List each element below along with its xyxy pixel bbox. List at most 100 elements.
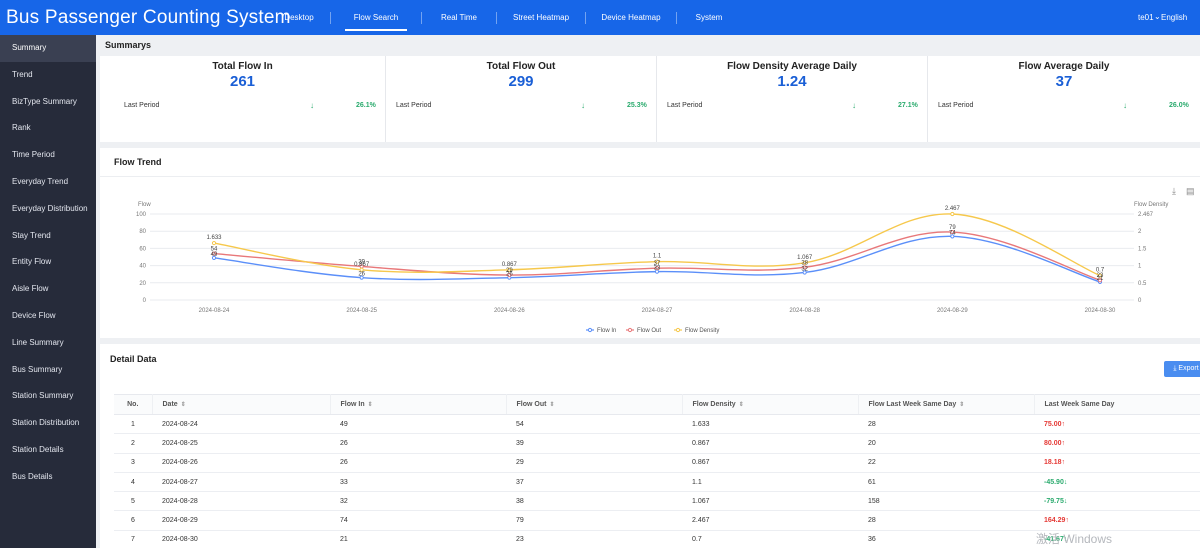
user-menu[interactable]: te01 [1138, 13, 1154, 22]
stat-card-total-flow-out: Total Flow Out 299 Last Period ↓ 25.3% [386, 56, 657, 142]
stat-change: 26.1% [356, 102, 376, 109]
data-label-flow-out: 54 [211, 247, 218, 253]
cell-flow-last-week: 158 [858, 491, 1034, 512]
sidebar-item-entity-flow[interactable]: Entity Flow [12, 257, 52, 267]
sidebar-item-biztype-summary[interactable]: BizType Summary [12, 96, 77, 106]
cell-flow-in: 33 [330, 472, 506, 493]
change-value: 75.00 [1044, 420, 1062, 428]
detail-table: No. Date ⇕ Flow In ⇕ Flow Out ⇕ Flow Densit… [114, 394, 1200, 548]
y-tick-label-right: 0 [1138, 298, 1142, 304]
data-label-flow-density: 1.633 [206, 235, 222, 241]
column-header-flow-in-label: Flow In [340, 401, 365, 408]
data-label-flow-out: 23 [1097, 273, 1104, 279]
sidebar-item-station-distribution[interactable]: Station Distribution [12, 418, 80, 428]
stat-value: 1.24 [777, 73, 807, 90]
cell-last-week-change: -45.90↓ [1034, 472, 1200, 493]
nav-real-time[interactable]: Real Time [440, 13, 477, 22]
column-header-flow-last-week-label: Flow Last Week Same Day [868, 401, 957, 408]
legend-label: Flow Density [685, 328, 719, 334]
sort-icon[interactable]: ⇕ [738, 402, 744, 408]
sidebar-item-aisle-flow[interactable]: Aisle Flow [12, 284, 49, 294]
cell-flow-last-week: 61 [858, 472, 1034, 493]
flow-trend-card: Flow Trend ⤓ ▤ Flow Flow Density 1.633 54… [100, 148, 1200, 338]
sidebar-item-device-flow[interactable]: Device Flow [12, 310, 56, 320]
document-icon[interactable]: ▤ [1186, 186, 1195, 196]
flow-out-point [654, 266, 660, 271]
column-header-date[interactable]: Date ⇕ [152, 394, 331, 415]
sidebar-item-stay-trend[interactable]: Stay Trend [12, 230, 51, 240]
column-header-flow-in[interactable]: Flow In ⇕ [330, 394, 507, 415]
sidebar-item-station-details[interactable]: Station Details [12, 444, 64, 454]
sidebar-item-bus-details[interactable]: Bus Details [12, 471, 53, 481]
cell-flow-in: 26 [330, 433, 506, 454]
chevron-down-icon[interactable]: ⌄ [1154, 12, 1161, 21]
column-header-flow-density-label: Flow Density [692, 401, 736, 408]
cell-last-week-change: 75.00↑ [1034, 414, 1200, 435]
cell-flow-out: 23 [506, 530, 682, 548]
sort-icon[interactable]: ⇕ [367, 402, 373, 408]
y-axis-title-left: Flow [138, 202, 151, 208]
sidebar-item-summary[interactable]: Summary [0, 35, 96, 62]
cell-no: 4 [114, 472, 152, 493]
cell-no: 6 [114, 510, 152, 531]
sort-icon[interactable]: ⇕ [959, 402, 965, 408]
sidebar-item-bus-summary[interactable]: Bus Summary [12, 364, 63, 374]
cell-date: 2024-08-24 [152, 414, 330, 435]
sidebar-item-time-period[interactable]: Time Period [12, 150, 55, 160]
language-switch[interactable]: English [1161, 13, 1188, 22]
cell-flow-in: 26 [330, 453, 506, 473]
cell-last-week-change: -41.67↓ [1034, 530, 1200, 548]
x-tick-label: 2024-08-27 [642, 308, 673, 314]
stat-card-flow-density-average: Flow Density Average Daily 1.24 Last Per… [657, 56, 928, 142]
cell-flow-in: 49 [330, 414, 506, 435]
stat-period-label: Last Period [396, 102, 432, 109]
detail-section-title: Detail Data [110, 354, 157, 364]
nav-desktop[interactable]: Desktop [284, 13, 314, 22]
flow-out-point [211, 251, 217, 256]
nav-flow-search[interactable]: Flow Search [345, 0, 407, 35]
table-row: 6 2024-08-29 74 79 2.467 28 164.29↑ [114, 510, 1200, 531]
x-tick-label: 2024-08-24 [199, 308, 230, 314]
arrow-down-icon: ↓ [852, 101, 856, 110]
sort-icon[interactable]: ⇕ [549, 402, 555, 408]
arrow-down-icon: ↓ [581, 101, 585, 110]
download-icon[interactable]: ⤓ [1172, 186, 1176, 196]
flow-density-point [1097, 273, 1103, 278]
column-header-flow-out-label: Flow Out [516, 401, 547, 408]
column-header-flow-out[interactable]: Flow Out ⇕ [506, 394, 683, 415]
data-label-flow-out: 79 [949, 225, 956, 231]
chart-title: Flow Trend [114, 157, 162, 167]
cell-flow-in: 21 [330, 530, 506, 548]
flow-in-point [359, 275, 364, 280]
column-header-flow-density[interactable]: Flow Density ⇕ [682, 394, 859, 415]
sort-icon[interactable]: ⇕ [180, 402, 186, 408]
stat-card-flow-average-daily: Flow Average Daily 37 Last Period ↓ 26.0… [928, 56, 1200, 142]
column-header-no: No. [114, 394, 153, 415]
app-title: Bus Passenger Counting System [6, 7, 291, 28]
export-button[interactable]: ⤓ Export [1164, 361, 1200, 377]
cell-last-week-change: 18.18↑ [1034, 453, 1200, 473]
sidebar-item-trend[interactable]: Trend [12, 69, 33, 79]
sidebar-item-rank[interactable]: Rank [12, 123, 31, 133]
nav-separator [676, 12, 677, 24]
nav-street-heatmap[interactable]: Street Heatmap [512, 13, 570, 22]
download-icon: ⤓ [1173, 365, 1179, 372]
nav-device-heatmap[interactable]: Device Heatmap [601, 13, 661, 22]
sidebar-item-everyday-distribution[interactable]: Everyday Distribution [12, 203, 88, 213]
data-label-flow-in: 26 [506, 272, 513, 278]
stat-title: Total Flow Out [486, 61, 556, 72]
flow-in-point [802, 270, 807, 275]
y-tick-label-right: 0.5 [1138, 281, 1147, 287]
change-value: -45.90 [1044, 478, 1064, 486]
data-label-flow-density: 0.7 [1096, 268, 1105, 274]
column-header-flow-last-week[interactable]: Flow Last Week Same Day ⇕ [858, 394, 1035, 415]
main-nav: Desktop Flow Search Real Time Street Hea… [272, 0, 729, 35]
nav-system[interactable]: System [695, 13, 723, 22]
sidebar-item-everyday-trend[interactable]: Everyday Trend [12, 176, 69, 186]
sidebar-item-line-summary[interactable]: Line Summary [12, 337, 64, 347]
cell-flow-density: 1.633 [682, 414, 858, 435]
sidebar-item-station-summary[interactable]: Station Summary [12, 391, 74, 401]
table-row: 2 2024-08-25 26 39 0.867 20 80.00↑ [114, 433, 1200, 454]
cell-last-week-change: 80.00↑ [1034, 433, 1200, 454]
cell-no: 3 [114, 453, 152, 473]
